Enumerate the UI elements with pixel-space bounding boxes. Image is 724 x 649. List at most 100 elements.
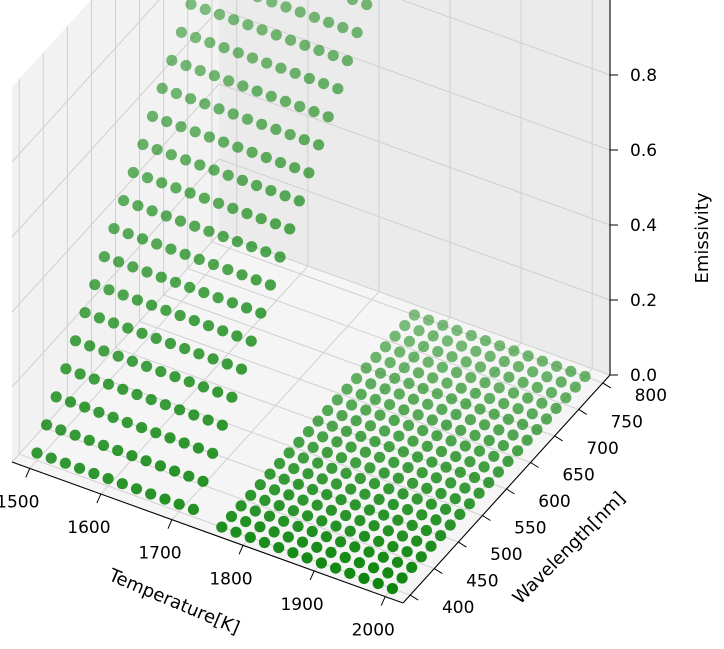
data-point (413, 325, 425, 337)
data-point (69, 335, 82, 347)
data-point (344, 567, 356, 579)
data-point (478, 461, 490, 473)
data-point (302, 468, 314, 480)
data-point (175, 121, 187, 133)
data-point (403, 377, 415, 389)
data-point (331, 394, 343, 406)
data-point (337, 21, 349, 34)
data-point (565, 365, 577, 377)
data-point (213, 8, 226, 21)
data-point (316, 473, 328, 485)
data-point (358, 572, 370, 585)
x-tick-label: 1700 (138, 544, 181, 564)
data-point (349, 541, 361, 553)
data-point (464, 414, 476, 426)
data-point (307, 441, 319, 453)
data-point (194, 65, 206, 77)
data-point (282, 531, 294, 543)
data-point (446, 351, 458, 363)
data-point (88, 373, 100, 385)
data-point (155, 271, 167, 283)
data-point (393, 430, 405, 442)
data-point (383, 441, 395, 453)
data-point (364, 420, 376, 432)
data-point (498, 398, 510, 410)
data-point (274, 157, 287, 169)
data-point (469, 429, 481, 441)
data-point (399, 320, 411, 332)
data-point (445, 477, 457, 489)
data-point (531, 381, 543, 394)
z-tick-label: 0.8 (630, 66, 657, 86)
data-point (474, 403, 486, 415)
data-point (551, 360, 563, 372)
data-point (330, 520, 342, 532)
data-point (235, 363, 248, 375)
data-point (359, 446, 371, 458)
data-point (223, 75, 235, 87)
data-point (415, 551, 427, 563)
data-point (450, 451, 462, 463)
grid-left-z (11, 83, 220, 313)
data-point (264, 468, 276, 480)
data-point (421, 482, 433, 494)
data-point (335, 536, 347, 548)
data-point (136, 327, 148, 339)
data-point (198, 192, 210, 204)
data-point (292, 478, 304, 490)
data-point (527, 366, 539, 378)
data-point (155, 366, 167, 378)
data-point (354, 515, 366, 527)
data-point (169, 371, 181, 383)
y-tick-mark (458, 541, 467, 548)
data-point (274, 251, 286, 263)
data-point (340, 509, 352, 522)
data-point (59, 457, 71, 469)
data-point (254, 479, 266, 491)
data-point (436, 361, 448, 373)
data-point (391, 556, 404, 568)
data-point (325, 504, 337, 516)
data-point (394, 346, 406, 358)
data-point (318, 78, 330, 90)
data-point (388, 414, 400, 426)
data-point (440, 503, 452, 515)
data-point (136, 422, 148, 434)
data-point (365, 378, 377, 390)
data-point (389, 372, 401, 384)
data-point (151, 238, 163, 250)
data-point (294, 100, 306, 113)
data-point (122, 322, 134, 334)
data-point (179, 343, 191, 355)
data-point (412, 367, 425, 379)
data-point (169, 276, 182, 288)
data-point (108, 317, 120, 329)
data-point (89, 279, 101, 291)
tick-labels: 1500 1600 1700 1800 1900 2000 400 450 500 550 600 6… (0, 66, 667, 641)
data-point (246, 52, 259, 64)
data-point (83, 434, 95, 446)
data-point (222, 264, 234, 276)
data-point (270, 29, 282, 41)
data-point (374, 409, 386, 421)
y-tick-label: 600 (538, 492, 570, 512)
data-point (454, 508, 466, 520)
data-point (402, 504, 414, 516)
data-point (321, 446, 333, 459)
data-point (93, 406, 105, 418)
data-point (423, 314, 435, 326)
data-point (311, 541, 323, 553)
data-point (278, 515, 290, 527)
data-point (473, 487, 485, 499)
data-point (321, 489, 333, 501)
z-tick-label: 0.0 (630, 366, 657, 386)
data-point (174, 404, 186, 416)
data-point (245, 489, 257, 501)
data-point (459, 482, 471, 494)
data-point (112, 350, 124, 362)
data-point (98, 251, 110, 263)
data-point (488, 450, 500, 462)
data-point (250, 274, 262, 286)
data-point (396, 572, 408, 584)
